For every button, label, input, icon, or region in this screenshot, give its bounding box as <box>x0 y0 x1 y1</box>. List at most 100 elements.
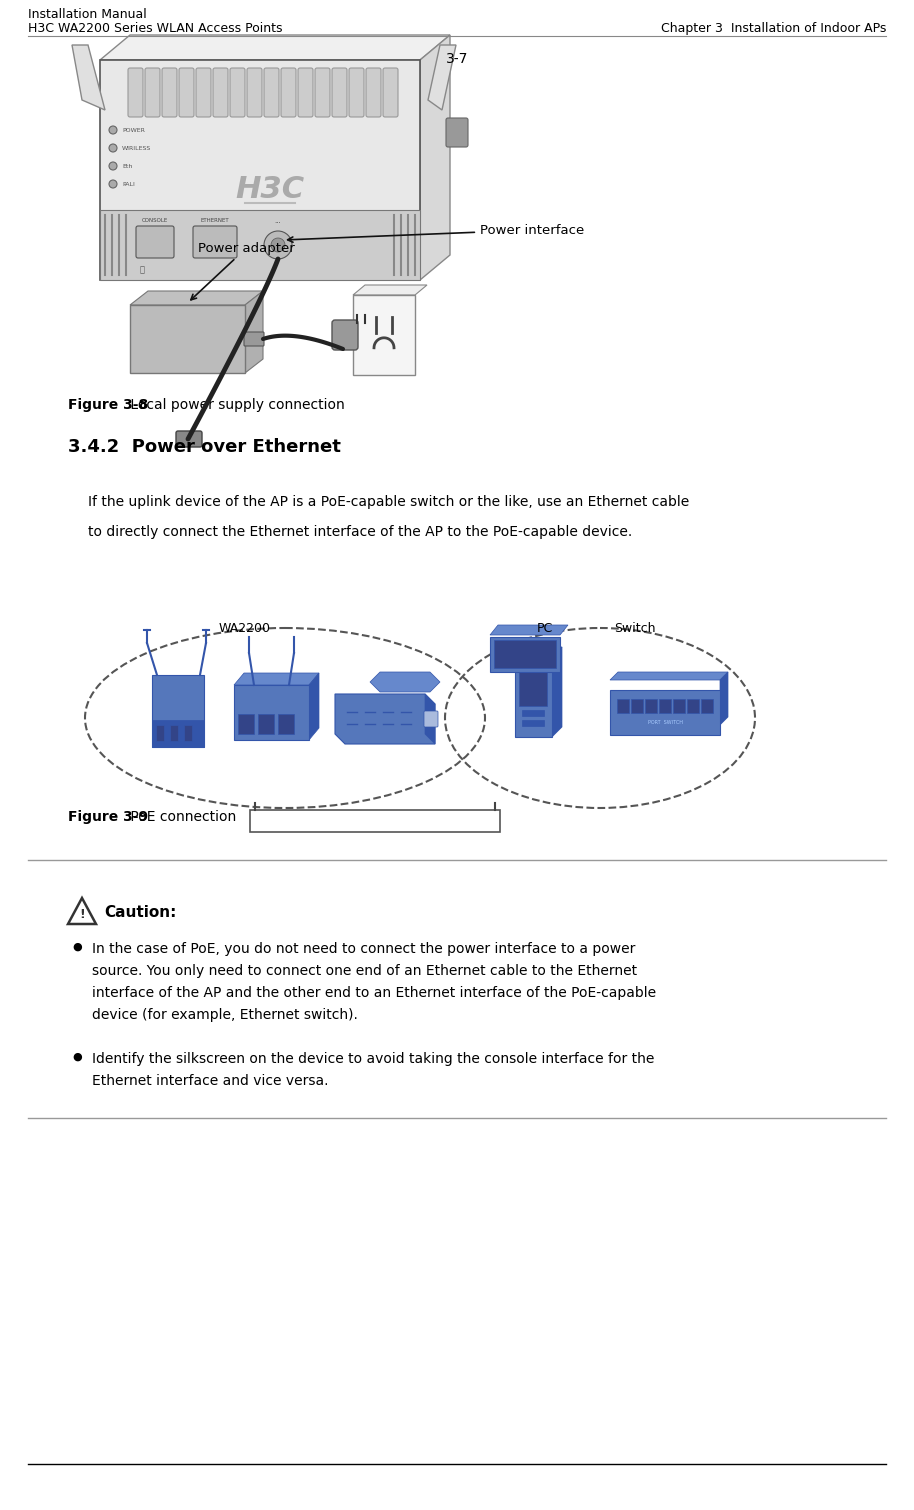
FancyBboxPatch shape <box>145 68 160 116</box>
FancyBboxPatch shape <box>196 68 211 116</box>
Text: POWER: POWER <box>122 127 145 133</box>
Text: Chapter 3  Installation of Indoor APs: Chapter 3 Installation of Indoor APs <box>661 23 886 35</box>
Text: PC: PC <box>537 622 553 636</box>
Text: Switch: Switch <box>614 622 655 636</box>
FancyBboxPatch shape <box>179 68 194 116</box>
Text: In the case of PoE, you do not need to connect the power interface to a power: In the case of PoE, you do not need to c… <box>92 942 635 956</box>
Polygon shape <box>490 625 568 636</box>
FancyBboxPatch shape <box>617 699 629 713</box>
Polygon shape <box>720 672 728 725</box>
Text: Figure 3-8: Figure 3-8 <box>68 399 148 412</box>
FancyBboxPatch shape <box>383 68 398 116</box>
Text: WIRILESS: WIRILESS <box>122 145 151 151</box>
FancyBboxPatch shape <box>238 714 254 734</box>
Text: Power adapter: Power adapter <box>191 242 294 300</box>
FancyBboxPatch shape <box>258 714 274 734</box>
FancyBboxPatch shape <box>128 68 143 116</box>
Polygon shape <box>130 291 263 305</box>
FancyBboxPatch shape <box>522 720 544 726</box>
Polygon shape <box>353 285 427 294</box>
FancyBboxPatch shape <box>130 305 245 373</box>
FancyBboxPatch shape <box>687 699 699 713</box>
Text: Ethernet interface and vice versa.: Ethernet interface and vice versa. <box>92 1074 328 1089</box>
FancyBboxPatch shape <box>176 430 202 447</box>
Polygon shape <box>68 898 96 924</box>
Text: CONSOLE: CONSOLE <box>142 217 168 223</box>
FancyBboxPatch shape <box>522 710 544 716</box>
Circle shape <box>264 231 292 260</box>
Polygon shape <box>234 673 319 686</box>
FancyBboxPatch shape <box>230 68 245 116</box>
FancyBboxPatch shape <box>156 725 164 741</box>
FancyBboxPatch shape <box>424 711 438 726</box>
FancyBboxPatch shape <box>250 809 500 832</box>
Text: If the uplink device of the AP is a PoE-capable switch or the like, use an Ether: If the uplink device of the AP is a PoE-… <box>88 495 689 509</box>
Text: Figure 3-9: Figure 3-9 <box>68 809 148 824</box>
FancyBboxPatch shape <box>315 68 330 116</box>
FancyBboxPatch shape <box>152 720 204 747</box>
FancyBboxPatch shape <box>213 68 228 116</box>
FancyBboxPatch shape <box>515 664 552 737</box>
Text: 3-7: 3-7 <box>446 53 468 66</box>
FancyBboxPatch shape <box>701 699 713 713</box>
Polygon shape <box>428 45 456 110</box>
Text: Eth: Eth <box>122 163 133 169</box>
Text: Power interface: Power interface <box>288 223 584 242</box>
FancyBboxPatch shape <box>152 675 204 747</box>
FancyBboxPatch shape <box>631 699 643 713</box>
Polygon shape <box>72 45 105 110</box>
FancyBboxPatch shape <box>659 699 671 713</box>
FancyBboxPatch shape <box>332 320 358 350</box>
Text: PoE connection: PoE connection <box>126 809 236 824</box>
FancyBboxPatch shape <box>610 690 720 735</box>
Polygon shape <box>335 695 435 744</box>
FancyBboxPatch shape <box>349 68 364 116</box>
Polygon shape <box>100 35 450 60</box>
Circle shape <box>271 239 285 252</box>
Polygon shape <box>309 673 319 740</box>
Text: !: ! <box>80 909 85 921</box>
FancyBboxPatch shape <box>162 68 177 116</box>
Text: ●: ● <box>72 1052 81 1062</box>
Text: Caution:: Caution: <box>104 904 176 920</box>
Text: Identify the silkscreen on the device to avoid taking the console interface for : Identify the silkscreen on the device to… <box>92 1052 654 1066</box>
Text: H3C WA2200 Series WLAN Access Points: H3C WA2200 Series WLAN Access Points <box>28 23 282 35</box>
FancyBboxPatch shape <box>494 640 556 667</box>
Text: ETHERNET: ETHERNET <box>201 217 229 223</box>
FancyBboxPatch shape <box>645 699 657 713</box>
Text: ●: ● <box>72 942 81 951</box>
Text: WA2200: WA2200 <box>219 622 271 636</box>
Polygon shape <box>515 646 562 657</box>
FancyBboxPatch shape <box>298 68 313 116</box>
Circle shape <box>109 143 117 153</box>
Polygon shape <box>610 672 728 680</box>
Circle shape <box>109 162 117 171</box>
Polygon shape <box>245 291 263 373</box>
Polygon shape <box>420 35 450 279</box>
FancyBboxPatch shape <box>366 68 381 116</box>
FancyBboxPatch shape <box>234 686 309 740</box>
FancyBboxPatch shape <box>332 68 347 116</box>
FancyBboxPatch shape <box>184 725 192 741</box>
FancyBboxPatch shape <box>490 637 560 672</box>
FancyBboxPatch shape <box>281 68 296 116</box>
FancyBboxPatch shape <box>264 68 279 116</box>
Circle shape <box>109 180 117 189</box>
FancyBboxPatch shape <box>100 210 420 279</box>
Text: ⏚: ⏚ <box>140 264 144 273</box>
Text: PALI: PALI <box>122 181 135 187</box>
Text: to directly connect the Ethernet interface of the AP to the PoE-capable device.: to directly connect the Ethernet interfa… <box>88 525 632 539</box>
Text: device (for example, Ethernet switch).: device (for example, Ethernet switch). <box>92 1009 358 1022</box>
Text: Installation Manual: Installation Manual <box>28 8 147 21</box>
FancyBboxPatch shape <box>136 226 174 258</box>
FancyBboxPatch shape <box>673 699 685 713</box>
Text: Local power supply connection: Local power supply connection <box>126 399 345 412</box>
Text: 3.4.2  Power over Ethernet: 3.4.2 Power over Ethernet <box>68 438 341 456</box>
FancyBboxPatch shape <box>244 332 264 346</box>
FancyBboxPatch shape <box>278 714 294 734</box>
Text: source. You only need to connect one end of an Ethernet cable to the Ethernet: source. You only need to connect one end… <box>92 963 637 978</box>
Circle shape <box>109 125 117 134</box>
Polygon shape <box>425 695 435 744</box>
Polygon shape <box>370 672 440 692</box>
FancyBboxPatch shape <box>100 60 420 279</box>
